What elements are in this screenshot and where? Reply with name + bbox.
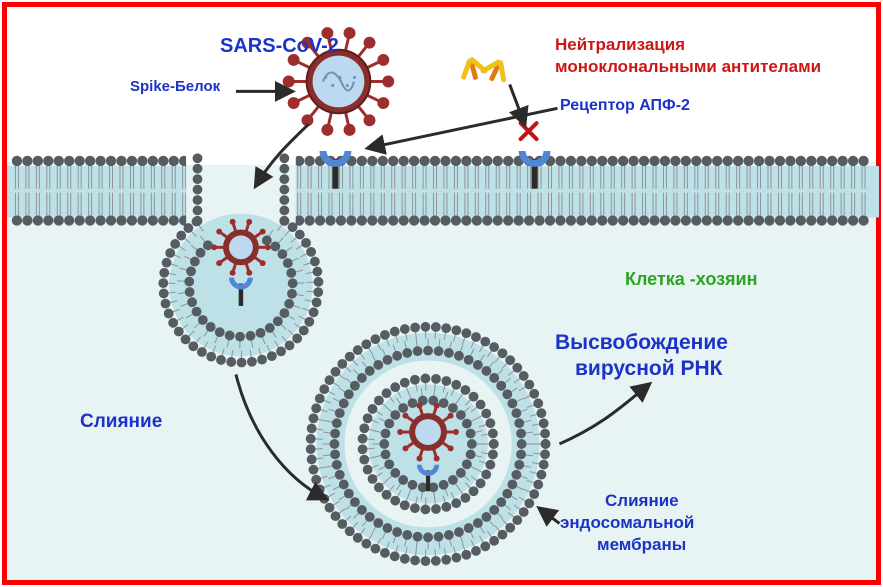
label-endo_l2: эндосомальной [560, 512, 694, 533]
endo-label-arrow [540, 508, 560, 523]
label-receptor: Рецептор АПФ-2 [560, 96, 690, 116]
label-release_l2: вирусной РНК [575, 356, 722, 382]
antibody [478, 53, 514, 87]
plasma-membrane-fill [7, 166, 879, 217]
label-sars: SARS-CoV-2 [220, 34, 339, 59]
label-neutral_l1: Нейтрализация [555, 34, 685, 55]
endo-to-release [559, 384, 649, 444]
label-endo_l1: Слияние [605, 490, 679, 511]
label-hostcell: Клетка -хозяин [625, 268, 758, 291]
label-endo_l3: мембраны [597, 534, 686, 555]
label-fusion: Слияние [80, 410, 162, 434]
label-release_l1: Высвобождение [555, 330, 728, 356]
neutralization-x [521, 123, 537, 139]
label-spike: Spike-Белок [130, 78, 220, 97]
label-neutral_l2: моноклональными антителами [555, 56, 821, 77]
